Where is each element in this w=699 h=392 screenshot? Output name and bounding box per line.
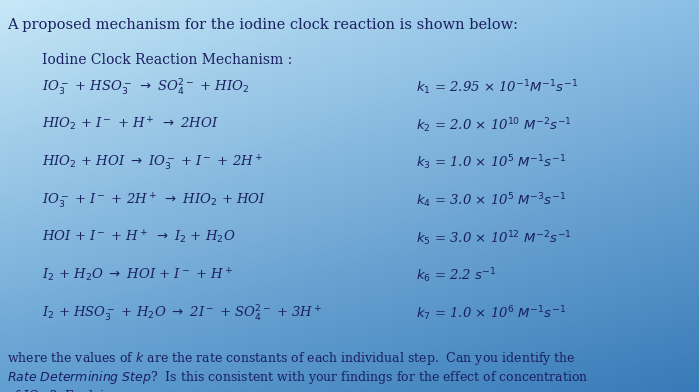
Text: where the values of $k$ are the rate constants of each individual step.  Can you: where the values of $k$ are the rate con… bbox=[7, 350, 589, 392]
Text: HIO$_2$ + HOI $\rightarrow$ IO$_3^-$ + I$^-$ + 2H$^+$: HIO$_2$ + HOI $\rightarrow$ IO$_3^-$ + I… bbox=[42, 154, 263, 172]
Text: HOI + I$^-$ + H$^+$ $\rightarrow$ I$_2$ + H$_2$O: HOI + I$^-$ + H$^+$ $\rightarrow$ I$_2$ … bbox=[42, 229, 236, 246]
Text: $k_3$ = 1.0 $\times$ 10$^5$ $M^{-1}$$s^{-1}$: $k_3$ = 1.0 $\times$ 10$^5$ $M^{-1}$$s^{… bbox=[416, 154, 566, 172]
Text: $k_6$ = 2.2 $s^{-1}$: $k_6$ = 2.2 $s^{-1}$ bbox=[416, 267, 496, 285]
Text: IO$_3^-$ + I$^-$ + 2H$^+$ $\rightarrow$ HIO$_2$ + HOI: IO$_3^-$ + I$^-$ + 2H$^+$ $\rightarrow$ … bbox=[42, 191, 266, 210]
Text: $k_2$ = 2.0 $\times$ 10$^{10}$ $M^{-2}$$s^{-1}$: $k_2$ = 2.0 $\times$ 10$^{10}$ $M^{-2}$$… bbox=[416, 116, 572, 135]
Text: $k_7$ = 1.0 $\times$ 10$^6$ $M^{-1}$$s^{-1}$: $k_7$ = 1.0 $\times$ 10$^6$ $M^{-1}$$s^{… bbox=[416, 304, 566, 323]
Text: $k_1$ = 2.95 $\times$ 10$^{-1}$$M^{-1}$$s^{-1}$: $k_1$ = 2.95 $\times$ 10$^{-1}$$M^{-1}$$… bbox=[416, 78, 578, 97]
Text: A proposed mechanism for the iodine clock reaction is shown below:: A proposed mechanism for the iodine cloc… bbox=[7, 18, 518, 32]
Text: I$_2$ + HSO$_3^-$ + H$_2$O $\rightarrow$ 2I$^-$ + SO$_4^{2-}$ + 3H$^+$: I$_2$ + HSO$_3^-$ + H$_2$O $\rightarrow$… bbox=[42, 304, 322, 324]
Text: Iodine Clock Reaction Mechanism :: Iodine Clock Reaction Mechanism : bbox=[42, 53, 292, 67]
Text: HIO$_2$ + I$^-$ + H$^+$ $\rightarrow$ 2HOI: HIO$_2$ + I$^-$ + H$^+$ $\rightarrow$ 2H… bbox=[42, 116, 219, 133]
Text: $k_5$ = 3.0 $\times$ 10$^{12}$ $M^{-2}$$s^{-1}$: $k_5$ = 3.0 $\times$ 10$^{12}$ $M^{-2}$$… bbox=[416, 229, 572, 248]
Text: $k_4$ = 3.0 $\times$ 10$^5$ $M^{-3}$$s^{-1}$: $k_4$ = 3.0 $\times$ 10$^5$ $M^{-3}$$s^{… bbox=[416, 191, 566, 210]
Text: IO$_3^-$ + HSO$_3^-$ $\rightarrow$ SO$_4^{2-}$ + HIO$_2$: IO$_3^-$ + HSO$_3^-$ $\rightarrow$ SO$_4… bbox=[42, 78, 250, 98]
Text: I$_2$ + H$_2$O $\rightarrow$ HOI + I$^-$ + H$^+$: I$_2$ + H$_2$O $\rightarrow$ HOI + I$^-$… bbox=[42, 267, 233, 284]
